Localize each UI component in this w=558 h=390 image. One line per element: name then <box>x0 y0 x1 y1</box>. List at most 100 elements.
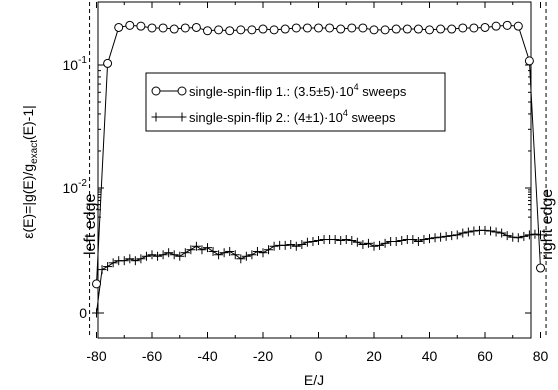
series-lines <box>96 24 541 314</box>
series-1-line <box>96 24 541 284</box>
circle-point <box>136 21 146 31</box>
circle-point <box>402 24 412 34</box>
circle-point <box>391 24 401 34</box>
plus-point <box>519 231 529 241</box>
plus-point <box>469 226 479 236</box>
plus-point <box>369 241 379 251</box>
y-axis-title-subscript: exact <box>29 140 40 164</box>
plus-point <box>153 251 163 261</box>
x-tick-label: 80 <box>533 348 549 364</box>
plus-point <box>214 250 224 260</box>
circle-point <box>280 24 290 34</box>
circle-point <box>314 23 323 33</box>
circle-point <box>524 56 534 66</box>
plus-point <box>236 254 246 264</box>
plus-point <box>203 243 212 253</box>
plus-point <box>241 251 251 261</box>
y-tick-base: 0 <box>79 305 87 321</box>
plus-point <box>197 245 207 255</box>
x-tick-label: -20 <box>253 348 273 364</box>
plus-point <box>436 232 446 242</box>
left-edge-label: left edge <box>82 194 99 255</box>
circle-point <box>491 21 501 31</box>
circle-point <box>225 26 235 36</box>
legend-marker <box>177 112 187 122</box>
circle-point <box>469 23 479 33</box>
legend: single-spin-flip 1.: (3.5±5)·104 sweepss… <box>145 72 446 132</box>
plus-point <box>269 241 279 251</box>
x-tick-label: 0 <box>315 348 323 364</box>
circle-point <box>536 263 545 273</box>
legend-box <box>145 72 446 132</box>
plus-point <box>336 235 346 245</box>
plus-point <box>130 256 140 266</box>
circle-point <box>125 20 135 30</box>
circle-point <box>325 23 335 33</box>
y-tick-label: 10-1 <box>63 55 88 73</box>
circle-point <box>458 23 468 33</box>
plus-point <box>524 230 534 240</box>
plus-point <box>308 236 318 246</box>
plus-point <box>452 230 462 240</box>
plus-point <box>363 238 373 248</box>
plus-point <box>441 231 451 241</box>
plus-point <box>502 231 512 241</box>
plus-point <box>352 237 362 247</box>
plus-point <box>491 227 501 237</box>
legend-label: single-spin-flip 2.: (4±1)·104 sweeps <box>189 108 396 125</box>
plus-point <box>186 245 196 255</box>
x-tick-label: 60 <box>477 348 493 364</box>
circle-point <box>258 24 268 34</box>
circle-point <box>180 23 190 33</box>
y-tick-base: 10 <box>63 180 79 196</box>
x-tick-label: -60 <box>142 348 162 364</box>
plus-point <box>280 240 290 250</box>
plus-point <box>175 251 185 261</box>
plus-point <box>497 228 507 238</box>
plus-point <box>513 233 523 243</box>
legend-label-main: single-spin-flip 2.: (4±1)·10 <box>189 110 343 125</box>
circle-point <box>114 22 124 32</box>
legend-label: single-spin-flip 1.: (3.5±5)·104 sweeps <box>189 82 407 99</box>
plus-point <box>486 226 496 236</box>
plus-point <box>247 250 257 260</box>
legend-label-rest: sweeps <box>359 84 407 99</box>
plus-point <box>119 256 129 266</box>
y-tick-base: 10 <box>63 57 79 73</box>
circle-point <box>336 24 346 34</box>
plus-point <box>391 236 401 246</box>
legend-item: single-spin-flip 1.: (3.5±5)·104 sweeps <box>151 82 407 99</box>
legend-label-exp: 4 <box>343 108 348 118</box>
plus-point <box>463 227 473 237</box>
plus-point <box>158 250 168 260</box>
plus-point <box>447 231 457 241</box>
plus-point <box>147 250 157 260</box>
circle-point <box>425 25 434 35</box>
legend-item: single-spin-flip 2.: (4±1)·104 sweeps <box>151 108 396 125</box>
circle-point <box>203 26 212 36</box>
circle-point <box>447 24 457 34</box>
circle-point <box>436 24 446 34</box>
circle-point <box>247 25 257 35</box>
plus-point <box>508 232 518 242</box>
plus-point <box>380 238 390 248</box>
plus-point <box>458 228 468 238</box>
plus-point <box>230 250 240 260</box>
circle-point <box>413 24 423 34</box>
circle-point <box>291 23 301 33</box>
plus-point <box>425 234 434 244</box>
x-ticks: -80 -60 -40 -20 0 20 40 60 80 <box>86 2 548 364</box>
plus-point <box>286 240 296 250</box>
plus-point <box>408 235 418 245</box>
plus-point <box>375 240 385 250</box>
plus-point <box>347 235 357 245</box>
circle-point <box>480 22 490 32</box>
x-tick-label: -80 <box>86 348 106 364</box>
y-axis-title-main: ε(E)=|g(E)/g <box>20 164 36 239</box>
legend-label-exp: 4 <box>354 82 359 92</box>
plus-point <box>314 235 323 245</box>
plus-point <box>141 251 151 261</box>
y-axis-title: ε(E)=|g(E)/gexact(E)-1| <box>20 105 40 239</box>
x-axis-title: E/J <box>304 372 324 388</box>
plus-point <box>97 265 107 275</box>
